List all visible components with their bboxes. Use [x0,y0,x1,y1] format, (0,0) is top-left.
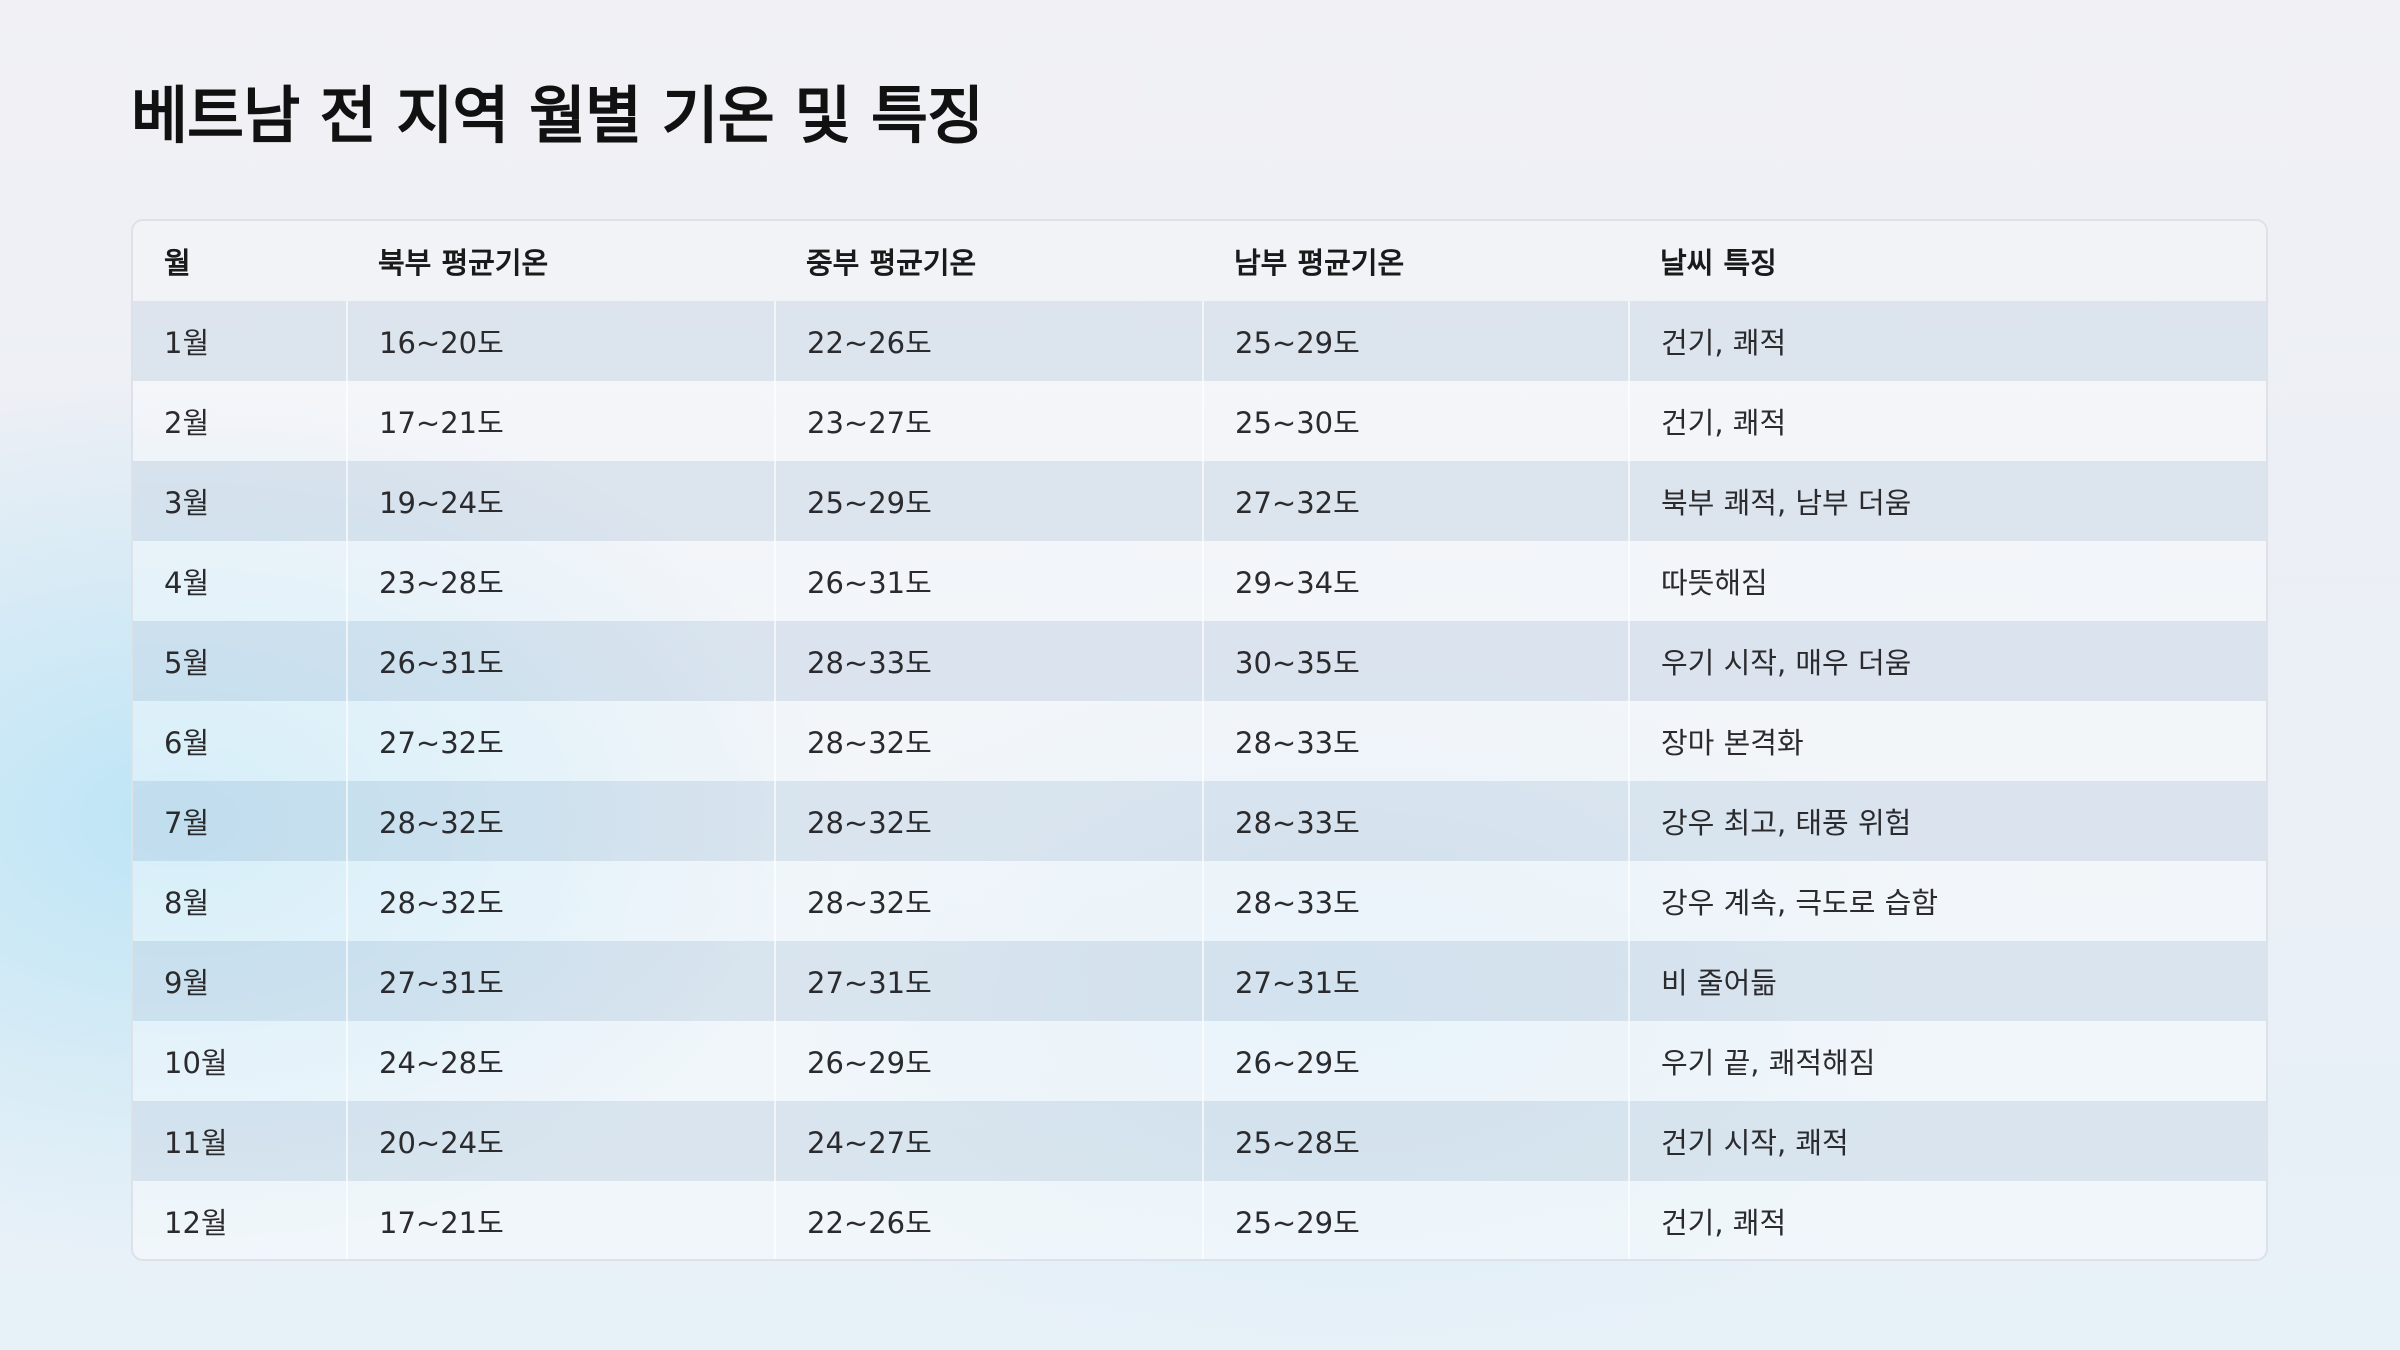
central-temp-cell: 28~33도 [775,621,1204,701]
south-temp-cell: 25~30도 [1203,381,1630,461]
central-temp-cell: 22~26도 [775,301,1204,381]
weather-notes-cell: 우기 끝, 쾌적해짐 [1661,1046,1876,1080]
table-header: 월 북부 평균기온 중부 평균기온 남부 평균기온 날씨 특징 [133,221,2266,301]
table-row: 7월 28~32도 28~32도 28~33도 강우 최고, 태풍 위험 [133,781,2266,861]
table-row: 4월 23~28도 26~31도 29~34도 따뜻해짐 [133,541,2266,621]
temperature-table-card: 월 북부 평균기온 중부 평균기온 남부 평균기온 날씨 특징 1월 16~20도… [131,219,2268,1261]
month-cell: 10월 [133,1021,348,1101]
south-temp-cell: 26~29도 [1203,1021,1630,1101]
south-temp-cell: 29~34도 [1203,541,1630,621]
column-header-weather-notes: 날씨 특징 [1660,246,1777,280]
north-temp-cell: 28~32도 [347,861,776,941]
weather-notes-cell: 비 줄어듦 [1661,966,1777,1000]
table-row: 9월 27~31도 27~31도 27~31도 비 줄어듦 [133,941,2266,1021]
table-row: 6월 27~32도 28~32도 28~33도 장마 본격화 [133,701,2266,781]
south-temp-cell: 28~33도 [1203,781,1630,861]
central-temp-cell: 26~29도 [775,1021,1204,1101]
central-temp-cell: 24~27도 [775,1101,1204,1181]
south-temp-cell: 25~29도 [1203,1181,1630,1259]
central-temp-cell: 26~31도 [775,541,1204,621]
column-header-south-temp: 남부 평균기온 [1234,246,1405,280]
weather-notes-cell: 강우 최고, 태풍 위험 [1661,806,1912,840]
weather-notes-cell: 장마 본격화 [1661,726,1804,760]
column-header-north-temp: 북부 평균기온 [378,246,549,280]
month-cell: 2월 [133,381,348,461]
table-body: 1월 16~20도 22~26도 25~29도 건기, 쾌적 2월 17~21도 23~27도… [133,301,2266,1259]
central-temp-cell: 27~31도 [775,941,1204,1021]
south-temp-cell: 25~29도 [1203,301,1630,381]
month-cell: 12월 [133,1181,348,1259]
south-temp-cell: 30~35도 [1203,621,1630,701]
central-temp-cell: 28~32도 [775,781,1204,861]
north-temp-cell: 17~21도 [347,1181,776,1259]
weather-notes-cell: 건기, 쾌적 [1661,1206,1787,1240]
central-temp-cell: 25~29도 [775,461,1204,541]
weather-notes-cell: 건기, 쾌적 [1661,326,1787,360]
monthly-temperature-table: 월 북부 평균기온 중부 평균기온 남부 평균기온 날씨 특징 1월 16~20도… [133,221,2266,1259]
north-temp-cell: 28~32도 [347,781,776,861]
month-cell: 6월 [133,701,348,781]
table-row: 3월 19~24도 25~29도 27~32도 북부 쾌적, 남부 더움 [133,461,2266,541]
month-cell: 4월 [133,541,348,621]
column-header-month: 월 [164,246,191,280]
table-row: 11월 20~24도 24~27도 25~28도 건기 시작, 쾌적 [133,1101,2266,1181]
south-temp-cell: 28~33도 [1203,861,1630,941]
weather-notes-cell: 건기, 쾌적 [1661,406,1787,440]
north-temp-cell: 24~28도 [347,1021,776,1101]
month-cell: 9월 [133,941,348,1021]
central-temp-cell: 23~27도 [775,381,1204,461]
month-cell: 8월 [133,861,348,941]
table-row: 8월 28~32도 28~32도 28~33도 강우 계속, 극도로 습함 [133,861,2266,941]
central-temp-cell: 28~32도 [775,861,1204,941]
central-temp-cell: 28~32도 [775,701,1204,781]
weather-notes-cell: 따뜻해짐 [1661,566,1768,600]
central-temp-cell: 22~26도 [775,1181,1204,1259]
month-cell: 5월 [133,621,348,701]
month-cell: 3월 [133,461,348,541]
south-temp-cell: 25~28도 [1203,1101,1630,1181]
month-cell: 7월 [133,781,348,861]
header-row: 월 북부 평균기온 중부 평균기온 남부 평균기온 날씨 특징 [133,221,2266,301]
month-cell: 11월 [133,1101,348,1181]
north-temp-cell: 27~32도 [347,701,776,781]
table-row: 5월 26~31도 28~33도 30~35도 우기 시작, 매우 더움 [133,621,2266,701]
south-temp-cell: 27~31도 [1203,941,1630,1021]
weather-notes-cell: 북부 쾌적, 남부 더움 [1661,486,1912,520]
table-row: 10월 24~28도 26~29도 26~29도 우기 끝, 쾌적해짐 [133,1021,2266,1101]
table-row: 1월 16~20도 22~26도 25~29도 건기, 쾌적 [133,301,2266,381]
weather-notes-cell: 건기 시작, 쾌적 [1661,1126,1849,1160]
page-title: 베트남 전 지역 월별 기온 및 특징 [131,79,984,152]
south-temp-cell: 27~32도 [1203,461,1630,541]
column-header-central-temp: 중부 평균기온 [806,246,977,280]
south-temp-cell: 28~33도 [1203,701,1630,781]
north-temp-cell: 23~28도 [347,541,776,621]
table-row: 12월 17~21도 22~26도 25~29도 건기, 쾌적 [133,1181,2266,1259]
month-cell: 1월 [133,301,348,381]
weather-notes-cell: 우기 시작, 매우 더움 [1661,646,1912,680]
weather-notes-cell: 강우 계속, 극도로 습함 [1661,886,1938,920]
north-temp-cell: 19~24도 [347,461,776,541]
north-temp-cell: 27~31도 [347,941,776,1021]
north-temp-cell: 17~21도 [347,381,776,461]
north-temp-cell: 26~31도 [347,621,776,701]
table-row: 2월 17~21도 23~27도 25~30도 건기, 쾌적 [133,381,2266,461]
north-temp-cell: 20~24도 [347,1101,776,1181]
north-temp-cell: 16~20도 [347,301,776,381]
